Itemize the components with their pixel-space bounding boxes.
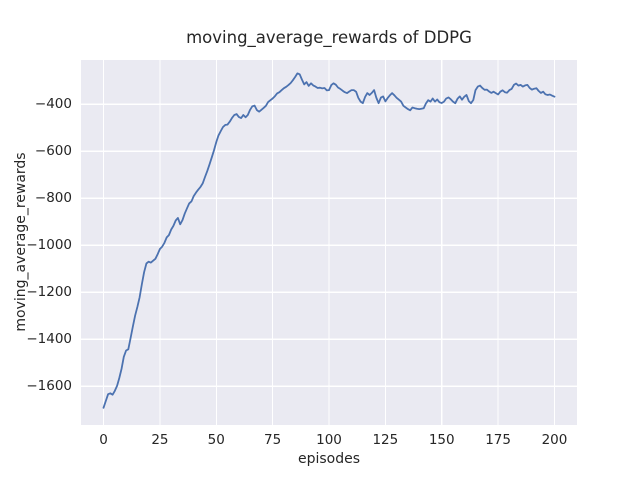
x-tick-label: 0 xyxy=(99,432,108,448)
x-tick-label: 100 xyxy=(316,432,342,448)
y-tick-label: −800 xyxy=(34,190,72,207)
x-tick-label: 150 xyxy=(428,432,455,448)
y-tick-label: −600 xyxy=(34,143,72,160)
y-tick-label: −1600 xyxy=(26,378,72,395)
y-tick-label: −400 xyxy=(34,96,72,113)
chart-title: moving_average_rewards of DDPG xyxy=(186,28,472,47)
x-tick-label: 175 xyxy=(485,432,511,448)
data-line xyxy=(102,72,556,409)
x-tick-label: 25 xyxy=(151,432,169,448)
y-tick-label: −1200 xyxy=(26,284,72,301)
y-tick-label: −1000 xyxy=(26,237,72,254)
x-tick-label: 50 xyxy=(207,432,225,448)
plot-area xyxy=(81,60,577,425)
x-tick-label: 125 xyxy=(372,432,399,448)
y-tick-label: −1400 xyxy=(26,331,72,348)
line-chart xyxy=(81,60,577,425)
x-axis-label: episodes xyxy=(297,451,361,467)
x-tick-label: 75 xyxy=(264,432,282,448)
x-tick-label: 200 xyxy=(541,432,568,448)
